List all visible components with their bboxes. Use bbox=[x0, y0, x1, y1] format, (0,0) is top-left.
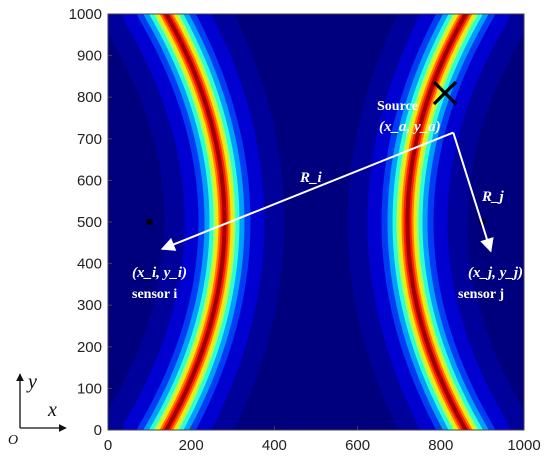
heatmap-layer bbox=[108, 14, 524, 430]
right-hyperbola-band bbox=[405, 14, 469, 430]
x-cross-icon bbox=[432, 80, 458, 106]
hyperbola-bands bbox=[137, 14, 495, 430]
y-tick-label: 500 bbox=[77, 214, 102, 231]
sensor-i-dot bbox=[146, 218, 153, 226]
y-tick-label: 800 bbox=[77, 89, 102, 106]
distance-arrow-r-i bbox=[160, 131, 454, 251]
y-tick-label: 100 bbox=[77, 380, 102, 397]
y-tick-label: 300 bbox=[77, 297, 102, 314]
x-tick-label: 1000 bbox=[507, 437, 540, 454]
source-label: Source bbox=[377, 99, 418, 114]
left-hyperbola-band bbox=[163, 14, 227, 430]
x-tick-label: 200 bbox=[179, 437, 204, 454]
x-axis-ticks: 0 200 400 600 800 1000 bbox=[104, 426, 541, 454]
coordinate-system-y-label: y bbox=[26, 371, 37, 393]
coordinate-system: y x O bbox=[8, 371, 67, 448]
coordinate-system-origin-label: O bbox=[8, 433, 18, 448]
sensor-j-label: sensor j bbox=[458, 287, 504, 302]
distance-label-r-i: R_i bbox=[299, 170, 323, 186]
y-tick-label: 200 bbox=[77, 339, 102, 356]
y-tick-label: 700 bbox=[77, 131, 102, 148]
sensor-j-coords: (x_j, y_j) bbox=[468, 265, 523, 281]
sensor-i-label: sensor i bbox=[132, 287, 177, 302]
y-tick-label: 1000 bbox=[69, 6, 102, 23]
sensor-i-coords: (x_i, y_i) bbox=[132, 265, 187, 281]
y-tick-label: 400 bbox=[77, 256, 102, 273]
source-coords: (x_a, y_a) bbox=[379, 119, 441, 135]
x-tick-label: 0 bbox=[104, 437, 112, 454]
y-tick-label: 600 bbox=[77, 172, 102, 189]
y-axis-ticks: 0 100 200 300 400 500 600 700 800 900 1000 bbox=[69, 6, 112, 439]
distance-label-r-j: R_j bbox=[481, 189, 505, 205]
distance-arrow-r-j bbox=[452, 132, 494, 253]
x-tick-label: 600 bbox=[345, 437, 370, 454]
x-tick-label: 400 bbox=[262, 437, 287, 454]
y-tick-label: 900 bbox=[77, 48, 102, 65]
x-tick-label: 800 bbox=[428, 437, 453, 454]
coordinate-system-x-label: x bbox=[47, 399, 57, 421]
y-tick-label: 0 bbox=[94, 422, 102, 439]
